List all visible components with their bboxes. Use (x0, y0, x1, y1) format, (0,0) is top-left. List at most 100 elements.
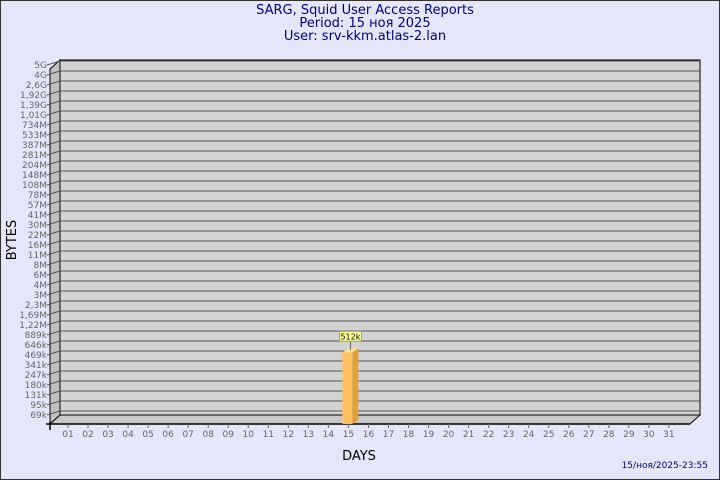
x-tick-label: 19 (423, 430, 435, 440)
y-tick-label: 30M (28, 221, 47, 231)
y-tick-label: 6M (34, 271, 48, 281)
x-tick-label: 27 (583, 430, 594, 440)
y-tick-mark (46, 80, 61, 86)
y-tick-label: 281M (22, 151, 47, 161)
x-tick-label: 31 (663, 430, 674, 440)
y-tick-mark (46, 200, 61, 206)
y-tick-label: 131k (25, 391, 48, 401)
x-tick-label: 28 (603, 430, 615, 440)
y-tick-mark (46, 400, 61, 406)
x-tick-label: 16 (363, 430, 375, 440)
bar-side (352, 348, 359, 424)
x-tick-label: 04 (122, 430, 134, 440)
y-tick-mark (46, 240, 61, 246)
y-tick-mark (46, 280, 61, 286)
y-tick-mark (46, 130, 61, 136)
y-tick-label: 41M (28, 211, 47, 221)
y-tick-label: 646k (25, 341, 48, 351)
y-tick-label: 341k (25, 361, 48, 371)
y-tick-mark (46, 330, 61, 336)
plot-floor (48, 414, 702, 425)
plot-left-wall (49, 58, 61, 426)
y-tick-mark (46, 370, 61, 376)
x-tick-label: 12 (283, 430, 294, 440)
y-tick-label: 8M (34, 261, 48, 271)
y-tick-mark (46, 310, 61, 316)
y-tick-mark (46, 100, 61, 106)
x-tick-label: 07 (182, 430, 193, 440)
y-tick-label: 1,22M (19, 321, 47, 331)
x-tick-label: 02 (82, 430, 93, 440)
y-tick-label: 4M (34, 281, 48, 291)
y-tick-label: 387M (22, 141, 47, 151)
y-tick-mark (46, 170, 61, 176)
x-tick-label: 08 (202, 430, 214, 440)
y-tick-label: 57M (28, 201, 47, 211)
y-tick-label: 1,39G (20, 101, 47, 111)
x-tick-label: 09 (223, 430, 235, 440)
y-tick-label: 4G (34, 71, 47, 81)
y-tick-mark (46, 60, 61, 66)
chart-period: Period: 15 ноя 2025 (299, 16, 431, 31)
y-tick-mark (46, 220, 61, 226)
x-tick-label: 18 (403, 430, 415, 440)
y-tick-mark (46, 350, 61, 356)
y-tick-mark (46, 190, 61, 196)
y-tick-label: 734M (22, 121, 47, 131)
y-tick-mark (46, 180, 61, 186)
x-tick-label: 20 (443, 430, 455, 440)
y-tick-mark (46, 320, 61, 326)
y-tick-mark (46, 110, 61, 116)
generated-timestamp: 15/ноя/2025-23:55 (621, 461, 708, 471)
x-tick-label: 13 (303, 430, 314, 440)
x-tick-label: 23 (503, 430, 514, 440)
y-tick-label: 22M (28, 231, 47, 241)
y-tick-mark (46, 270, 61, 276)
y-tick-label: 5G (34, 61, 47, 71)
y-tick-mark (46, 90, 61, 96)
y-tick-mark (46, 140, 61, 146)
x-tick-label: 15 (343, 430, 354, 440)
y-tick-mark (46, 150, 61, 156)
x-tick-label: 03 (102, 430, 113, 440)
y-tick-label: 69k (30, 411, 47, 421)
y-tick-label: 3M (34, 291, 48, 301)
x-tick-label: 22 (483, 430, 494, 440)
plot-back-wall (59, 59, 701, 416)
y-tick-mark (46, 210, 61, 216)
x-tick-label: 30 (643, 430, 655, 440)
y-tick-label: 1,01G (20, 111, 47, 121)
y-tick-label: 889k (25, 331, 48, 341)
chart-user: User: srv-kkm.atlas-2.lan (283, 29, 447, 44)
x-tick-label: 17 (383, 430, 394, 440)
y-tick-mark (46, 230, 61, 236)
y-tick-label: 95k (30, 401, 47, 411)
bar-front (342, 352, 353, 424)
y-tick-mark (46, 260, 61, 266)
x-tick-label: 29 (623, 430, 635, 440)
y-tick-label: 78M (28, 191, 47, 201)
x-tick-label: 24 (523, 430, 535, 440)
x-tick-label: 21 (463, 430, 474, 440)
y-tick-label: 1,92G (20, 91, 47, 101)
y-tick-mark (46, 390, 61, 396)
y-tick-label: 11M (28, 251, 47, 261)
y-tick-label: 2,3M (25, 301, 47, 311)
x-tick-label: 26 (563, 430, 575, 440)
x-tick-label: 25 (543, 430, 554, 440)
x-tick-label: 01 (62, 430, 73, 440)
y-tick-mark (46, 360, 61, 366)
x-axis-title: DAYS (342, 449, 376, 464)
x-tick-label: 11 (263, 430, 274, 440)
y-tick-mark (46, 380, 61, 386)
y-tick-label: 1,69M (19, 311, 47, 321)
x-tick-label: 06 (162, 430, 174, 440)
y-tick-mark (46, 340, 61, 346)
y-tick-mark (46, 290, 61, 296)
y-tick-label: 533M (22, 131, 47, 141)
y-tick-label: 2,6G (26, 81, 47, 91)
y-tick-mark (46, 120, 61, 126)
y-axis-title: BYTES (5, 220, 20, 261)
y-tick-label: 469k (25, 351, 48, 361)
